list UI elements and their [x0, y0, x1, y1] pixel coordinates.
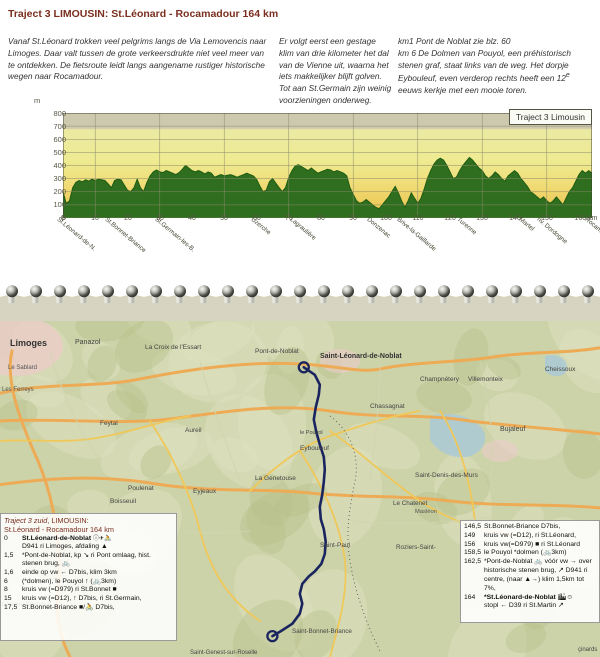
svg-text:Eyjeaux: Eyjeaux — [193, 488, 217, 495]
svg-text:Masléon: Masléon — [415, 509, 437, 515]
svg-text:le Pouyol: le Pouyol — [300, 430, 323, 436]
svg-text:Le Chatenet: Le Chatenet — [393, 500, 428, 507]
svg-text:Les Ferreys: Les Ferreys — [2, 387, 34, 393]
svg-text:Limoges: Limoges — [10, 338, 47, 348]
svg-text:Saint-Genest-sur-Roselle: Saint-Genest-sur-Roselle — [190, 650, 258, 656]
svg-text:Aureil: Aureil — [185, 427, 202, 434]
svg-text:Chassagnat: Chassagnat — [370, 403, 405, 410]
svg-text:Feytal: Feytal — [100, 420, 118, 427]
svg-text:Le Sablard: Le Sablard — [8, 365, 37, 371]
svg-text:Boisseuil: Boisseuil — [110, 498, 137, 505]
svg-text:Bujaleuf: Bujaleuf — [500, 426, 525, 433]
svg-text:Saint-Léonard-de-Noblat: Saint-Léonard-de-Noblat — [320, 353, 402, 360]
svg-text:Roziers-Saint-: Roziers-Saint- — [396, 544, 436, 551]
svg-text:La Croix de l'Essart: La Croix de l'Essart — [145, 344, 201, 351]
svg-text:Panazol: Panazol — [75, 339, 101, 346]
svg-text:Pont-de-Noblat: Pont-de-Noblat — [255, 348, 299, 355]
svg-text:Champnétery: Champnétery — [420, 376, 460, 383]
svg-text:Villemonteix: Villemonteix — [468, 376, 504, 383]
svg-text:Saint-Paul: Saint-Paul — [320, 542, 351, 549]
svg-text:Cheissoux: Cheissoux — [545, 366, 576, 373]
svg-text:çinards: çinards — [578, 647, 597, 653]
svg-text:Eybouleuf: Eybouleuf — [300, 445, 329, 452]
svg-text:Poulenat: Poulenat — [128, 485, 154, 492]
svg-text:Saint-Denis-des-Murs: Saint-Denis-des-Murs — [415, 472, 479, 479]
svg-text:Saint-Bonnet-Briance: Saint-Bonnet-Briance — [292, 628, 352, 635]
svg-text:La Genetouse: La Genetouse — [255, 475, 296, 482]
